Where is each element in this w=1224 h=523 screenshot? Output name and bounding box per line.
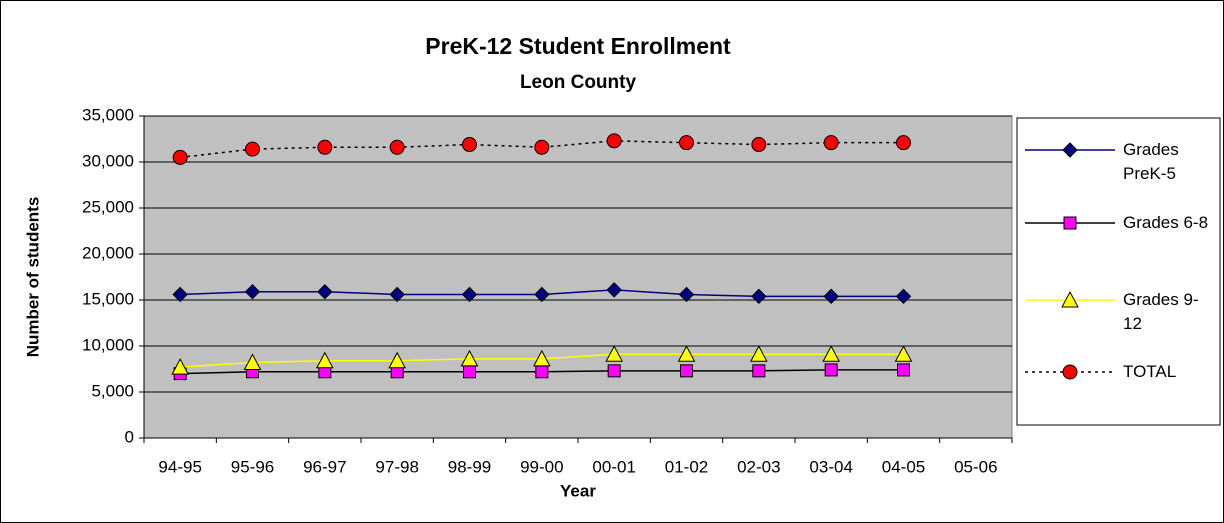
- marker: [894, 345, 913, 362]
- marker: [751, 137, 767, 153]
- marker: [532, 349, 551, 367]
- marker: [463, 365, 476, 379]
- marker: [1062, 142, 1078, 158]
- y-tick-label: 30,000: [82, 151, 134, 170]
- marker: [824, 363, 838, 377]
- x-tick-label: 94-95: [158, 457, 201, 476]
- marker: [823, 288, 839, 305]
- marker: [388, 351, 406, 369]
- marker: [823, 135, 839, 151]
- x-tick-label: 99-00: [520, 457, 563, 476]
- marker: [244, 284, 261, 300]
- marker: [680, 364, 693, 378]
- marker: [460, 349, 479, 367]
- marker: [752, 364, 766, 378]
- marker: [749, 345, 768, 362]
- y-tick-label: 25,000: [82, 197, 134, 216]
- marker: [679, 135, 694, 151]
- marker: [605, 345, 624, 362]
- y-tick-label: 20,000: [82, 243, 134, 262]
- plot-area: [143, 115, 1013, 439]
- x-tick-label: 97-98: [375, 457, 418, 476]
- x-axis-label: Year: [560, 481, 596, 500]
- marker: [1063, 216, 1077, 230]
- y-tick-label: 35,000: [82, 105, 134, 124]
- legend-label-box: Grades 6-8: [1123, 213, 1209, 232]
- legend-box: [1016, 117, 1221, 426]
- marker: [897, 363, 910, 377]
- marker: [316, 351, 334, 369]
- y-tick-label: 15,000: [82, 289, 134, 308]
- marker: [896, 135, 911, 151]
- marker: [389, 286, 405, 303]
- series-line: [180, 140, 904, 159]
- marker: [895, 288, 912, 305]
- x-tick-label: 95-96: [231, 457, 274, 476]
- marker: [535, 365, 549, 379]
- x-tick-label: 01-02: [665, 457, 708, 476]
- marker: [462, 137, 477, 153]
- x-tick-label: 00-01: [592, 457, 635, 476]
- x-tick-label: 05-06: [954, 457, 997, 476]
- marker: [317, 139, 333, 155]
- y-tick-label: 10,000: [82, 335, 134, 354]
- marker: [677, 345, 696, 362]
- marker: [243, 353, 262, 371]
- marker: [317, 284, 333, 300]
- marker: [822, 345, 841, 362]
- marker: [534, 139, 550, 155]
- marker: [245, 141, 260, 157]
- x-tick-label: 98-99: [448, 457, 491, 476]
- legend-label-box: Grades PreK-5: [1123, 140, 1179, 183]
- legend-label: Grades 6-8: [1123, 213, 1209, 232]
- y-tick-label: 5,000: [91, 381, 134, 400]
- marker: [534, 286, 550, 303]
- marker: [606, 282, 622, 298]
- marker: [607, 364, 621, 378]
- marker: [1062, 364, 1078, 380]
- legend-label-box: Grades 9-12: [1123, 290, 1199, 333]
- chart-title: PreK-12 Student Enrollment: [425, 33, 731, 59]
- x-tick-label: 04-05: [882, 457, 925, 476]
- legend-label: Grades 9-12: [1123, 290, 1199, 333]
- legend-label: TOTAL: [1123, 362, 1177, 381]
- marker: [172, 149, 188, 165]
- marker: [678, 286, 695, 303]
- y-axis-label: Number of students: [23, 197, 42, 358]
- marker: [751, 288, 767, 305]
- marker: [461, 286, 478, 303]
- marker: [171, 358, 190, 375]
- legend-label: Grades PreK-5: [1123, 140, 1179, 183]
- x-tick-label: 03-04: [809, 457, 852, 476]
- x-tick-label: 96-97: [303, 457, 346, 476]
- marker: [1061, 290, 1079, 308]
- legend-label-box: TOTAL: [1123, 362, 1177, 381]
- chart-subtitle: Leon County: [520, 72, 637, 93]
- y-tick-label: 0: [125, 427, 134, 446]
- marker: [172, 286, 188, 303]
- x-tick-label: 02-03: [737, 457, 780, 476]
- marker: [389, 139, 405, 155]
- marker: [606, 133, 622, 149]
